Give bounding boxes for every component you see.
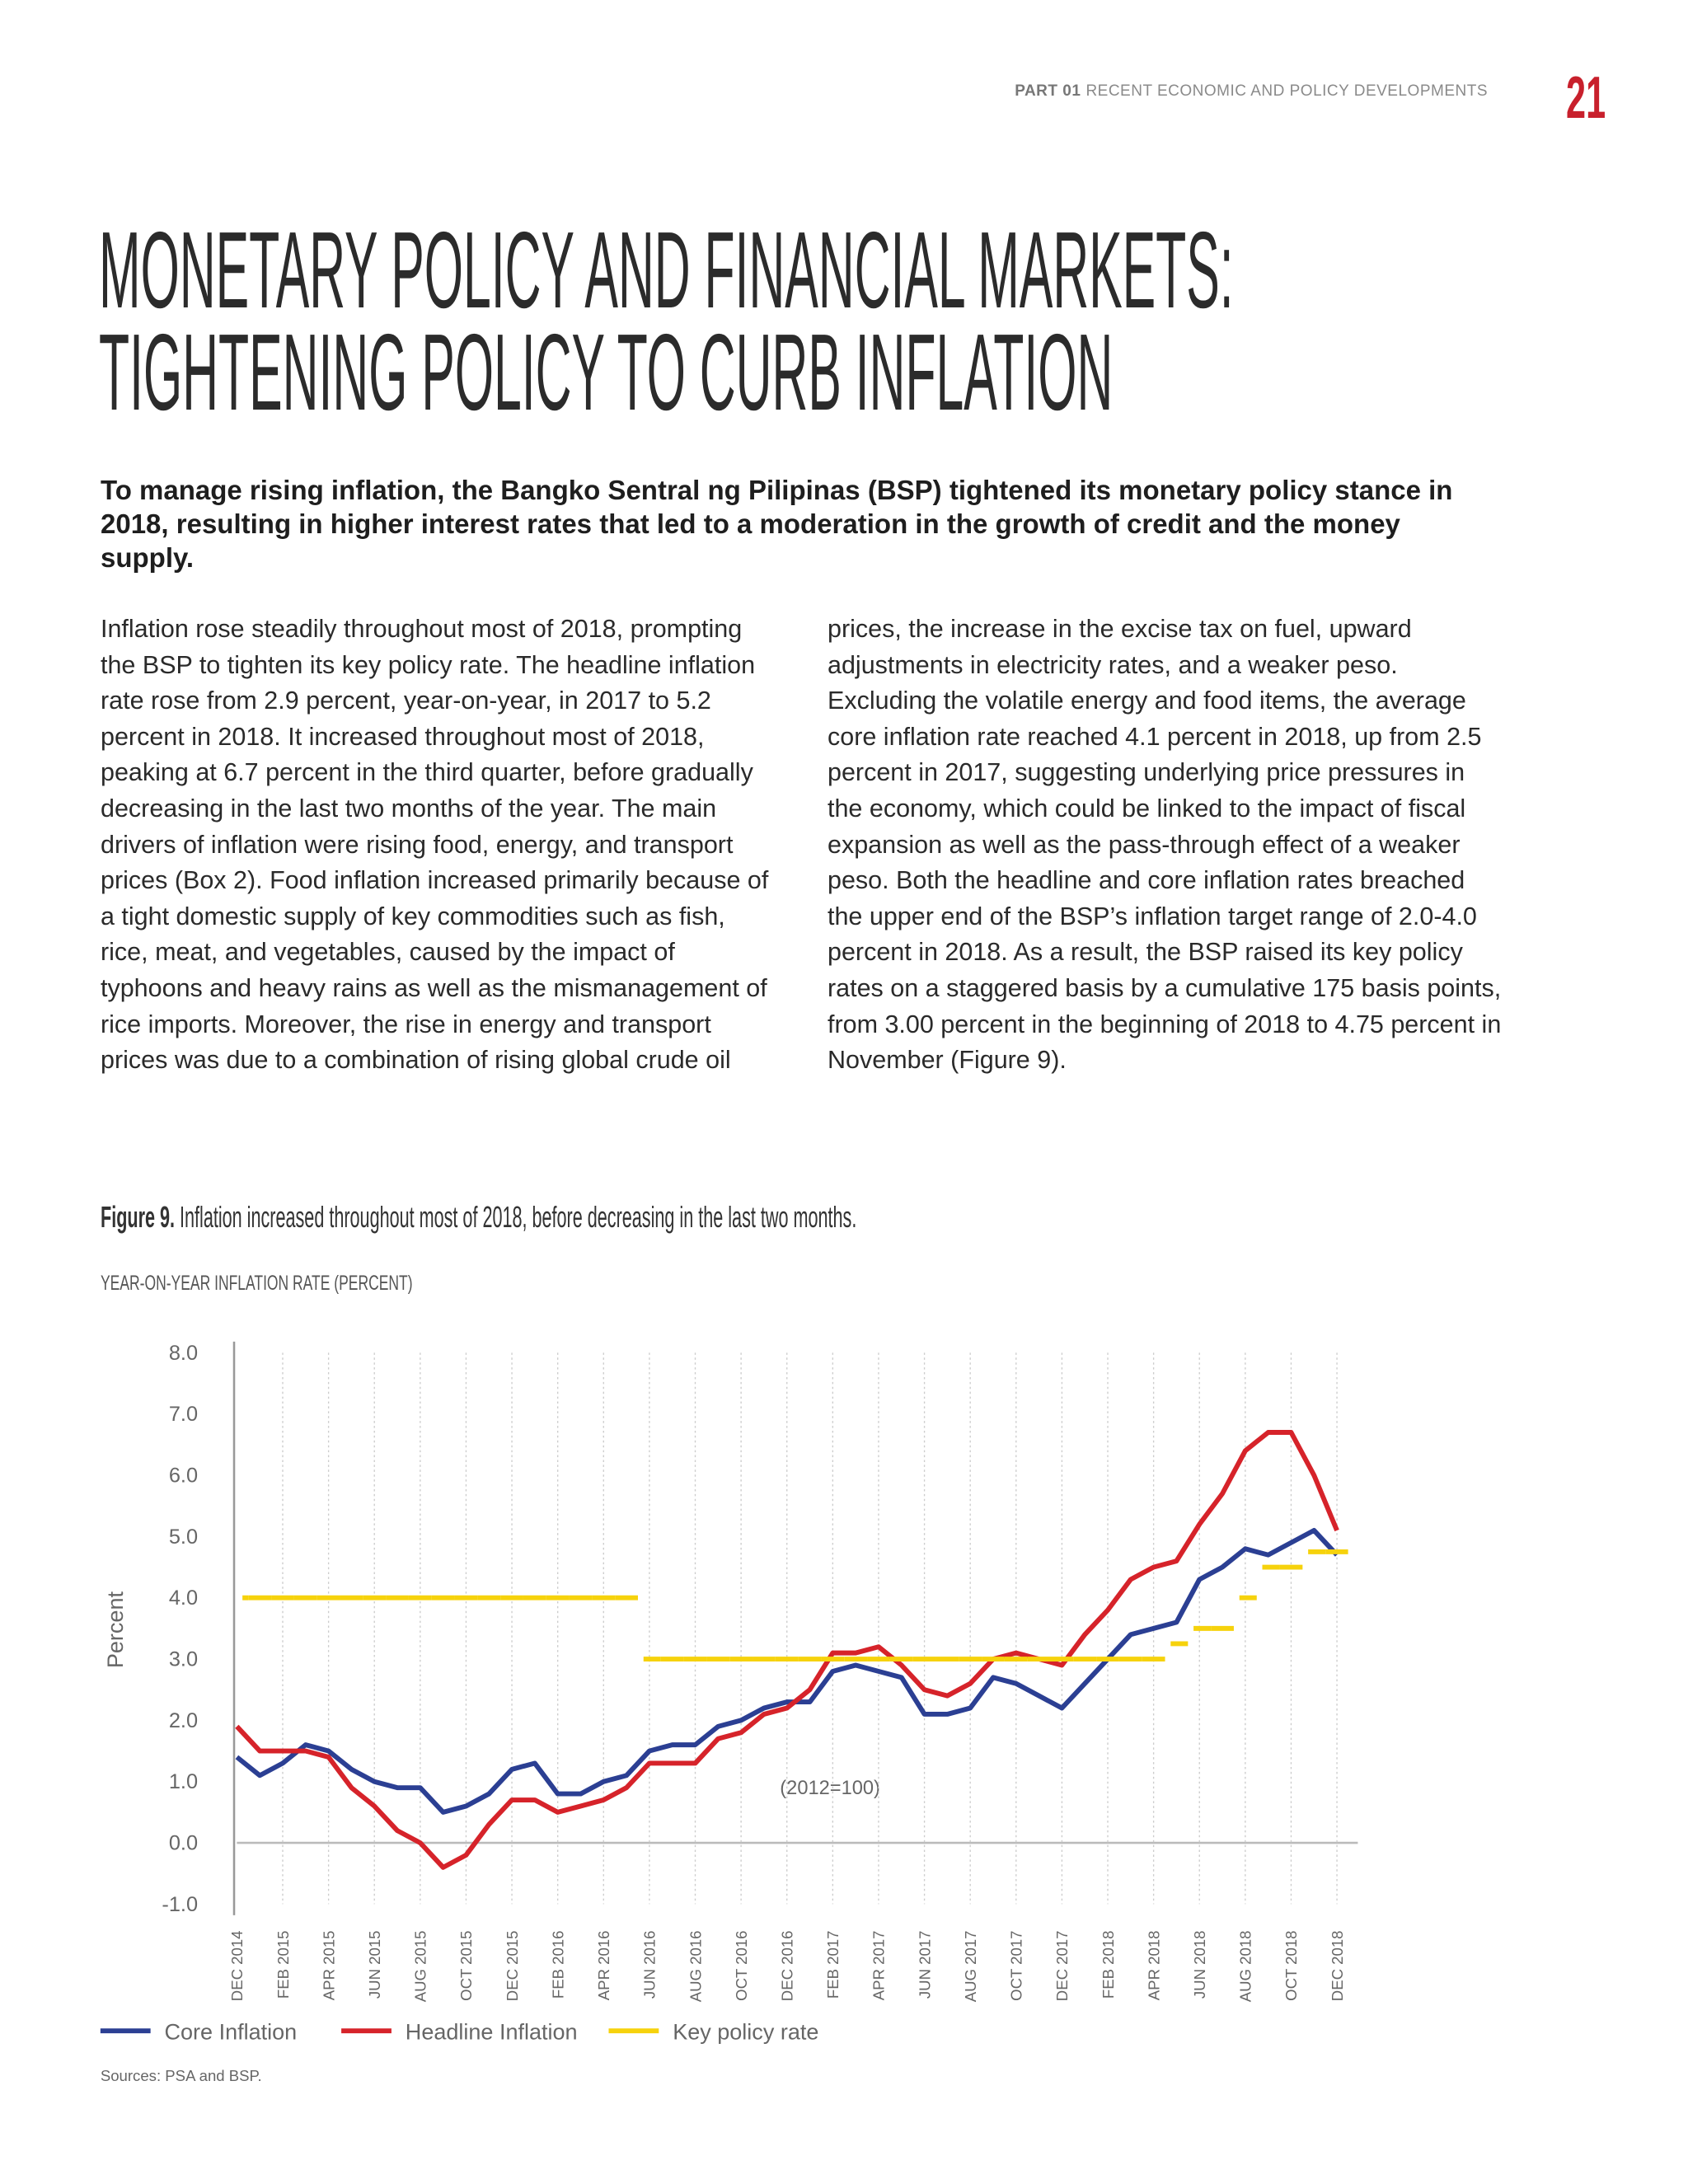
x-tick-label: OCT 2016	[733, 1931, 750, 2001]
x-tick-label: FEB 2017	[824, 1931, 842, 1999]
page-title: TIGHTENING POLICY TO CURB INFLATION	[99, 312, 1114, 433]
page-title: MONETARY POLICY AND FINANCIAL MARKETS:	[99, 209, 1234, 330]
x-tick-label: AUG 2015	[412, 1931, 429, 2003]
source: Sources: PSA and BSP.	[101, 2067, 262, 2084]
x-tick-label: FEB 2015	[274, 1931, 292, 1999]
figure-caption-text: Inflation increased throughout most of 2…	[180, 1200, 857, 1234]
x-tick-label: FEB 2018	[1100, 1931, 1117, 1999]
x-tick-label: DEC 2014	[228, 1931, 246, 2002]
x-tick-label: APR 2018	[1145, 1931, 1162, 2001]
x-tick-label: AUG 2017	[962, 1931, 979, 2003]
figure-caption: Figure 9. Inflation increased throughout …	[101, 1200, 856, 1235]
y-tick-label: 3.0	[169, 1648, 198, 1671]
y-tick-label: 1.0	[169, 1770, 198, 1793]
x-tick-label: OCT 2018	[1282, 1931, 1300, 2001]
x-tick-label: AUG 2018	[1237, 1931, 1254, 2003]
y-tick-label: 2.0	[169, 1709, 198, 1732]
x-tick-label: DEC 2016	[778, 1931, 795, 2002]
x-tick-label: JUN 2017	[916, 1931, 933, 1999]
x-tick-label: FEB 2016	[549, 1931, 566, 1999]
x-tick-label: OCT 2015	[457, 1931, 475, 2001]
x-tick-label: APR 2016	[595, 1931, 612, 2001]
legend-label: Headline Inflation	[406, 2019, 578, 2044]
series-line	[235, 1527, 1339, 1815]
chart: Percent (2012=100) Sources: PSA and BSP.…	[100, 1342, 1358, 2084]
running-header: PART 01 RECENT ECONOMIC AND POLICY DEVELO…	[1015, 82, 1488, 101]
y-tick-label: 4.0	[169, 1586, 198, 1610]
section-label: RECENT ECONOMIC AND POLICY DEVELOPMENTS	[1085, 82, 1488, 100]
x-tick-label: JUN 2015	[366, 1931, 383, 1999]
figure-label: Figure 9.	[101, 1200, 176, 1234]
y-tick-label: 6.0	[169, 1464, 198, 1487]
legend-label: Key policy rate	[673, 2019, 818, 2044]
x-tick-label: APR 2015	[320, 1931, 337, 2001]
y-axis-label: Percent	[103, 1591, 128, 1669]
x-tick-label: AUG 2016	[687, 1931, 704, 2003]
y-tick-label: 5.0	[169, 1526, 198, 1549]
x-tick-label: DEC 2017	[1053, 1931, 1071, 2002]
y-tick-label: 0.0	[169, 1832, 198, 1855]
y-tick-label: -1.0	[162, 1893, 198, 1916]
x-tick-label: JUN 2016	[641, 1931, 659, 1999]
page-number: 21	[1565, 65, 1606, 131]
x-tick-label: JUN 2018	[1191, 1931, 1208, 1999]
series-line	[235, 1430, 1339, 1870]
intro: To manage rising inflation, the Bangko S…	[101, 475, 1453, 573]
annotation: (2012=100)	[780, 1778, 880, 1799]
x-tick-label: APR 2017	[870, 1931, 888, 2001]
y-tick-label: 7.0	[169, 1403, 198, 1426]
y-tick-label: 8.0	[169, 1342, 198, 1365]
x-tick-label: DEC 2015	[504, 1931, 521, 2002]
body-column: prices, the increase in the excise tax o…	[828, 615, 1502, 1075]
legend-label: Core Inflation	[165, 2019, 298, 2044]
chart-title: YEAR-ON-YEAR INFLATION RATE (PERCENT)	[101, 1272, 413, 1295]
x-tick-label: DEC 2018	[1329, 1931, 1346, 2002]
x-tick-label: OCT 2017	[1008, 1931, 1025, 2001]
body-column: Inflation rose steadily throughout most …	[101, 615, 769, 1075]
part-label: PART 01	[1015, 82, 1081, 100]
